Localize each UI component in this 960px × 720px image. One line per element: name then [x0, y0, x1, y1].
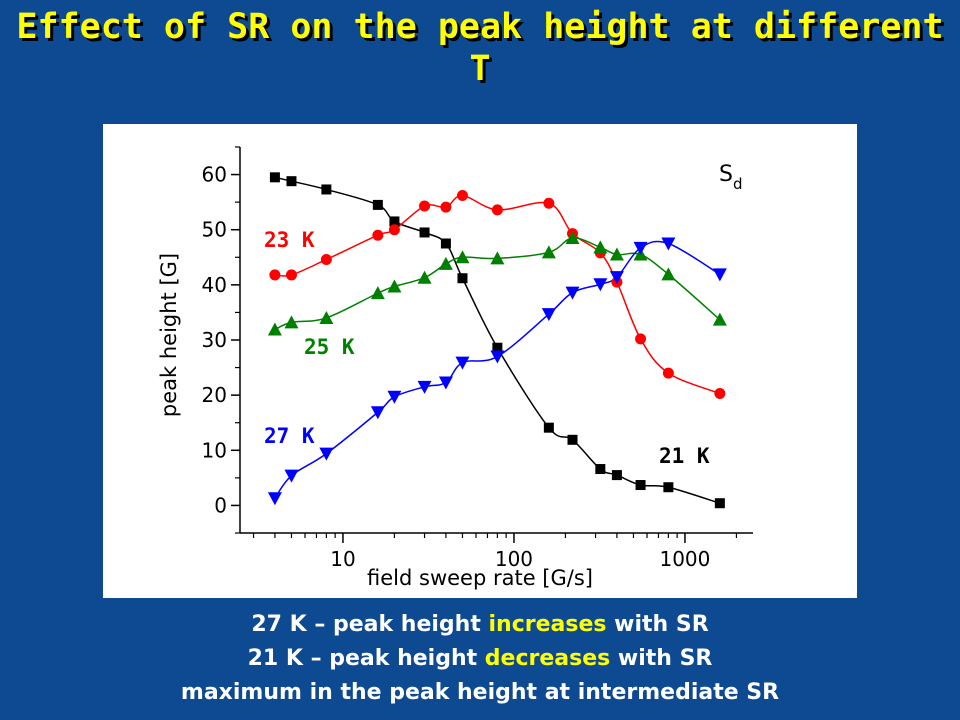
annotation-sd: Sd: [719, 162, 743, 193]
x-tick-label: 1000: [659, 547, 710, 571]
marker-21k: [663, 482, 674, 493]
marker-25k: [417, 270, 432, 284]
x-axis-title: field sweep rate [G/s]: [367, 566, 593, 590]
marker-21k: [440, 238, 451, 249]
marker-27k: [267, 492, 282, 506]
marker-21k: [286, 176, 297, 187]
marker-21k: [611, 470, 622, 481]
caption-line-1: 27 K – peak height increases with SR: [0, 608, 960, 642]
slide-title: Effect of SR on the peak height at diffe…: [16, 7, 944, 89]
marker-21k: [269, 172, 280, 183]
series-label-27k: 27 K: [264, 424, 315, 448]
y-axis-title: peak height [G]: [157, 253, 181, 417]
marker-25k: [284, 315, 299, 329]
marker-27k: [593, 278, 608, 292]
marker-25k: [661, 267, 676, 281]
marker-23k: [285, 269, 297, 281]
marker-23k: [440, 201, 452, 213]
marker-27k: [319, 447, 334, 461]
caption-highlight-decreases: decreases: [484, 646, 611, 671]
marker-23k: [388, 224, 400, 236]
marker-27k: [387, 390, 402, 404]
marker-23k: [372, 229, 384, 241]
marker-21k: [492, 342, 503, 353]
caption-line-1-text: 27 K – peak height: [251, 612, 489, 637]
marker-27k: [712, 268, 727, 282]
marker-23k: [662, 367, 674, 379]
marker-21k: [635, 480, 646, 491]
series-line-23k: [274, 194, 721, 395]
chart-panel: 0 10 20 30 40 50 60 10 100 1000 23 K 25 K 27 K 21…: [103, 124, 857, 598]
marker-23k: [543, 197, 555, 209]
marker-23k: [714, 387, 726, 399]
marker-21k: [321, 184, 332, 195]
x-tick-label: 10: [330, 547, 355, 571]
marker-27k: [633, 241, 648, 255]
marker-21k: [714, 498, 725, 509]
marker-25k: [593, 240, 608, 254]
y-tick-label: 30: [202, 328, 227, 352]
series-label-21k: 21 K: [659, 444, 710, 468]
y-tick-label: 50: [202, 218, 227, 242]
marker-23k: [456, 190, 468, 202]
marker-21k: [389, 216, 400, 227]
marker-25k: [712, 312, 727, 326]
marker-25k: [541, 245, 556, 259]
marker-21k: [595, 464, 606, 475]
y-tick-label: 40: [202, 273, 227, 297]
marker-23k: [635, 333, 647, 345]
marker-27k: [417, 380, 432, 394]
marker-21k: [372, 199, 383, 210]
marker-23k: [491, 204, 503, 216]
x-tick-label: 100: [495, 547, 533, 571]
marker-27k: [490, 350, 505, 364]
marker-25k: [387, 279, 402, 293]
marker-27k: [370, 406, 385, 420]
series-line-25k: [274, 237, 721, 331]
y-tick-label: 60: [202, 163, 227, 187]
series-label-25k: 25 K: [304, 335, 355, 359]
y-tick-label: 0: [214, 493, 227, 517]
marker-25k: [319, 310, 334, 324]
caption-line-2-text: 21 K – peak height: [247, 646, 485, 671]
caption-line-2: 21 K – peak height decreases with SR: [0, 642, 960, 676]
y-tick-label: 20: [202, 383, 227, 407]
marker-25k: [267, 322, 282, 336]
caption-highlight-increases: increases: [488, 612, 607, 637]
caption-line-2-end: with SR: [610, 646, 713, 671]
marker-25k: [455, 250, 470, 264]
marker-27k: [284, 469, 299, 483]
series-line-27k: [274, 240, 721, 499]
caption-line-3: maximum in the peak height at intermedia…: [180, 680, 780, 705]
marker-27k: [565, 286, 580, 300]
marker-23k: [269, 269, 281, 281]
marker-23k: [419, 200, 431, 212]
marker-27k: [438, 376, 453, 390]
caption: 27 K – peak height increases with SR 21 …: [0, 608, 960, 710]
marker-27k: [455, 356, 470, 370]
marker-21k: [543, 422, 554, 433]
caption-line-1-end: with SR: [606, 612, 709, 637]
marker-25k: [490, 251, 505, 265]
marker-27k: [609, 271, 624, 285]
marker-25k: [565, 230, 580, 244]
y-tick-label: 10: [202, 438, 227, 462]
marker-25k: [609, 247, 624, 261]
series-label-23k: 23 K: [264, 228, 315, 252]
series-line-21k: [274, 176, 721, 504]
marker-21k: [457, 273, 468, 284]
marker-23k: [320, 253, 332, 265]
marker-21k: [567, 434, 578, 445]
marker-25k: [438, 256, 453, 270]
marker-27k: [541, 308, 556, 322]
marker-27k: [661, 237, 676, 251]
chart-plot: 0 10 20 30 40 50 60 10 100 1000 23 K 25 K 27 K 21…: [157, 146, 753, 590]
marker-25k: [370, 286, 385, 300]
marker-21k: [419, 227, 430, 238]
